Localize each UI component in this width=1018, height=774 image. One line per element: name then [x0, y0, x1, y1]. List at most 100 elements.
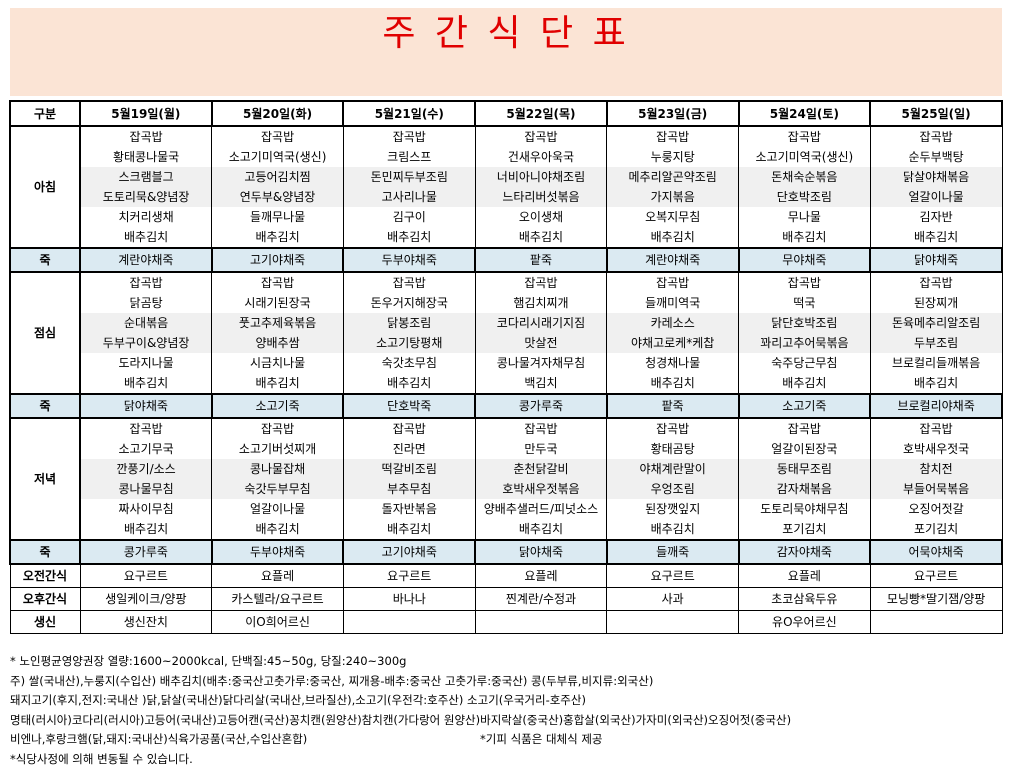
dish: 백김치	[474, 373, 608, 395]
section-label: 아침	[9, 125, 81, 249]
meal-row: 콩나물무침 숙갓두부무침 부추무침 호박새우젓볶음 우엉조림 감자채볶음 부들어묵볶음	[10, 479, 1003, 499]
dish: 맛살전	[474, 333, 608, 353]
dish: 춘천닭갈비	[474, 459, 608, 479]
dish: 배추김치	[738, 373, 871, 395]
dish: 김구이	[342, 207, 476, 227]
dish: 배추김치	[342, 373, 476, 395]
dish: 콩나물잡채	[211, 459, 344, 479]
cell: 두부야채죽	[342, 247, 477, 273]
meal-row: 도라지나물 시금치나물 숙갓초무침 콩나물겨자채무침 청경채나물 숙주당근무침 브로컬리들깨…	[10, 353, 1003, 373]
meal-row: 아침 잡곡밥 잡곡밥 잡곡밥 잡곡밥 잡곡밥 잡곡밥 잡곡밥	[9, 125, 1003, 249]
dish: 잡곡밥	[738, 125, 871, 147]
section-label: 죽	[9, 247, 81, 273]
dish: 무나물	[738, 207, 871, 227]
dish: 돈육메추리알조림	[869, 313, 1003, 333]
note-line: 주) 쌀(국내산),누룽지(수입산) 배추김치(배추:중국산고춧가루:중국산, …	[10, 673, 654, 688]
dish: 포기김치	[869, 519, 1003, 541]
column-header: 구분	[9, 100, 81, 127]
dish: 소고기미역국(생신)	[211, 147, 344, 167]
column-header: 5월21일(수)	[342, 100, 477, 127]
dish: 호박새우젓국	[869, 439, 1003, 459]
dish: 닭단호박조림	[738, 313, 871, 333]
cell	[342, 610, 476, 634]
cell: 무야채죽	[737, 247, 872, 273]
note-line: 명태(러시아)코다리(러시아)고등어(국내산)고등어캔(국산)꽁치캔(원양산)참…	[10, 712, 792, 727]
cell: 콩가루죽	[474, 393, 608, 419]
dish: 얼갈이나물	[211, 499, 344, 519]
dish: 햄김치찌개	[474, 293, 608, 313]
dish: 잡곡밥	[606, 125, 740, 147]
cell: 찐계란/수정과	[474, 587, 608, 611]
section-label: 점심	[9, 271, 81, 395]
dish: 순대볶음	[79, 313, 213, 333]
dish: 동태무조림	[738, 459, 871, 479]
dish: 들깨무나물	[211, 207, 344, 227]
dish: 누룽지탕	[606, 147, 740, 167]
porridge-row: 죽 계란야채죽 고기야채죽 두부야채죽 팥죽 계란야채죽 무야채죽 닭야채죽	[9, 247, 1003, 273]
dish: 배추김치	[211, 373, 344, 395]
dish: 단호박조림	[738, 187, 871, 207]
cell	[606, 610, 740, 634]
note-line: * 노인평균영양권장 열량:1600~2000kcal, 단백질:45~50g,…	[10, 654, 407, 668]
dish: 배추김치	[474, 227, 608, 249]
dish: 잡곡밥	[738, 417, 871, 439]
dish: 콩나물겨자채무침	[474, 353, 608, 373]
dish: 연두부&양념장	[211, 187, 344, 207]
dish: 황태콩나물국	[79, 147, 213, 167]
cell: 어묵야채죽	[869, 539, 1003, 565]
dish: 카레소스	[606, 313, 740, 333]
section-label: 오전간식	[9, 563, 81, 588]
cell: 생일케이크/양팡	[79, 587, 213, 611]
cell: 단호박죽	[342, 393, 477, 419]
column-header: 5월20일(화)	[210, 100, 345, 127]
dish: 잡곡밥	[869, 125, 1003, 147]
porridge-row: 죽 콩가루죽 두부야채죽 고기야채죽 닭야채죽 들깨죽 감자야채죽 어묵야채죽	[9, 539, 1003, 565]
meal-row: 깐풍기/소스 콩나물잡채 떡갈비조림 춘천닭갈비 야채계란말이 동태무조림 참치전	[10, 459, 1003, 479]
dish: 잡곡밥	[211, 271, 344, 293]
dish: 야채고로케*케찹	[606, 333, 740, 353]
dish: 잡곡밥	[342, 125, 476, 147]
dish: 꽈리고추어묵볶음	[738, 333, 871, 353]
dish: 얼갈이나물	[869, 187, 1003, 207]
dish: 된장찌개	[869, 293, 1003, 313]
dish: 배추김치	[606, 519, 740, 541]
dish: 청경채나물	[606, 353, 740, 373]
dish: 우엉조림	[606, 479, 740, 499]
cell: 생신잔치	[79, 610, 213, 634]
dish: 너비아니야채조림	[474, 167, 608, 187]
cell	[474, 610, 608, 634]
cell: 고기야채죽	[342, 539, 477, 565]
dish: 돈우거지해장국	[342, 293, 476, 313]
cell: 닭야채죽	[79, 393, 213, 419]
dish: 잡곡밥	[211, 417, 344, 439]
dish: 잡곡밥	[342, 417, 476, 439]
cell: 계란야채죽	[79, 247, 213, 273]
meal-row: 순대볶음 풋고추제육볶음 닭봉조림 코다리시래기지짐 카레소스 닭단호박조림 돈육메추리알조…	[10, 313, 1003, 333]
cell: 요플레	[211, 563, 344, 588]
dish: 도라지나물	[79, 353, 213, 373]
dish: 황태곰탕	[606, 439, 740, 459]
meal-row: 두부구이&양념장 양배추쌈 소고기탕평채 맛살전 야채고로케*케찹 꽈리고추어묵볶음 두부조…	[10, 333, 1003, 353]
header-row: 구분 5월19일(월) 5월20일(화) 5월21일(수) 5월22일(목) 5월23일(…	[9, 100, 1003, 127]
dish: 메추리알곤약조림	[606, 167, 740, 187]
dish: 잡곡밥	[869, 417, 1003, 439]
dish: 크림스프	[342, 147, 476, 167]
dish: 배추김치	[79, 373, 213, 395]
cell: 소고기죽	[210, 393, 345, 419]
dish: 닭곰탕	[79, 293, 213, 313]
dish: 느타리버섯볶음	[474, 187, 608, 207]
cell: 계란야채죽	[605, 247, 740, 273]
dish: 건새우아욱국	[474, 147, 608, 167]
cell: 들깨죽	[605, 539, 740, 565]
dish: 닭살야채볶음	[869, 167, 1003, 187]
meal-row: 황태콩나물국 소고기미역국(생신) 크림스프 건새우아욱국 누룽지탕 소고기미역국(생신)…	[10, 147, 1003, 167]
cell: 요플레	[738, 563, 871, 588]
dish: 숙주당근무침	[738, 353, 871, 373]
dish: 코다리시래기지짐	[474, 313, 608, 333]
note-line: 돼지고기(후지,전지:국내산 )닭,닭살(국내산)닭다리살(국내산,브라질산),…	[10, 693, 586, 707]
dish: 된장깻잎지	[606, 499, 740, 519]
column-header: 5월23일(금)	[605, 100, 740, 127]
cell: 닭야채죽	[474, 539, 608, 565]
column-header: 5월24일(토)	[737, 100, 872, 127]
meal-row: 치커리생채 들깨무나물 김구이 오이생채 오복지무침 무나물 김자반	[10, 207, 1003, 227]
